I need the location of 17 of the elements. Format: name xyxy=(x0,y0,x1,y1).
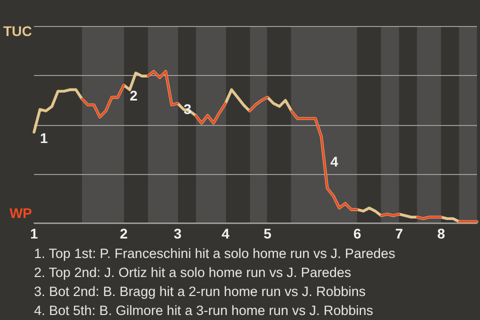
annotation: 4 xyxy=(330,153,338,170)
text: 1. Top 1st: P. Franceschini hit a solo home run vs J. Paredes xyxy=(34,245,396,263)
x-tick-label: 1 xyxy=(30,225,38,242)
x-tick-label: 5 xyxy=(264,225,272,242)
x-tick-label: 8 xyxy=(437,225,446,242)
x-tick-label: 4 xyxy=(222,225,230,242)
x-tick-label: 3 xyxy=(174,225,182,242)
text: 2. Top 2nd: J. Ortiz hit a solo home run vs J. Paredes xyxy=(34,264,352,282)
text: WP xyxy=(9,205,32,222)
x-tick-label: 7 xyxy=(395,225,404,242)
text: 3. Bot 2nd: B. Bragg hit a 2-run home run vs J. Robbins xyxy=(34,283,367,301)
text: 4. Bot 5th: B. Gilmore hit a 3-run home run vs J. Robbins xyxy=(34,302,374,320)
text: TUC xyxy=(3,22,32,39)
x-tick-label: 6 xyxy=(353,225,362,242)
annotation: 2 xyxy=(130,88,138,104)
x-tick-label: 2 xyxy=(120,225,128,242)
annotation: 1 xyxy=(40,130,48,146)
